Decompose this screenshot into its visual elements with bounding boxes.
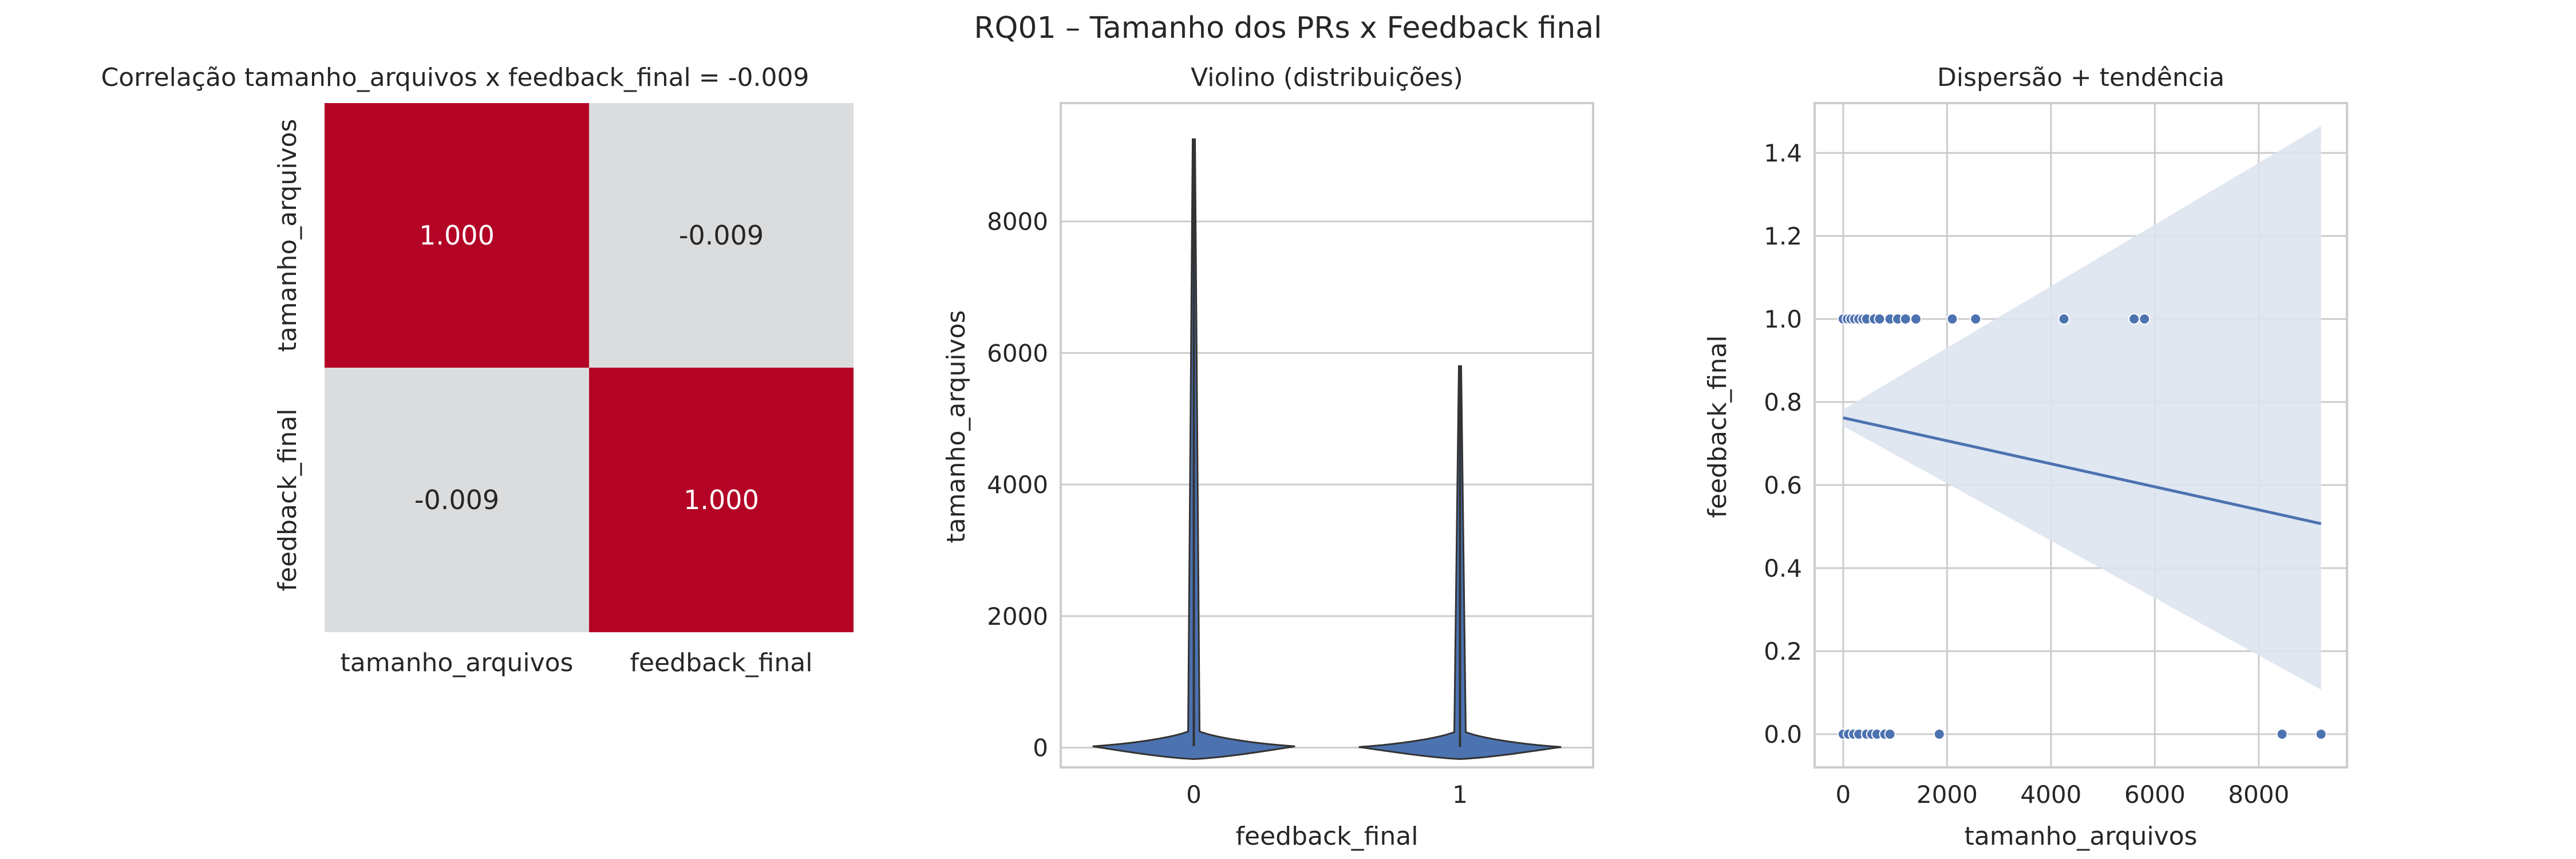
scatter-point	[2058, 313, 2070, 325]
violin-panel: Violino (distribuições) feedback_final t…	[942, 63, 1594, 851]
scatter-point	[1899, 313, 1911, 325]
scatter-xtick-label: 8000	[2228, 781, 2289, 809]
heatmap-cell	[589, 368, 854, 632]
scatter-point	[1874, 313, 1886, 325]
heatmap-col-label: tamanho_arquivos	[341, 648, 574, 677]
violin-ytick-label: 2000	[987, 602, 1048, 631]
violin-ylabel: tamanho_arquivos	[942, 310, 971, 543]
scatter-xtick-label: 6000	[2124, 781, 2186, 809]
heatmap-cell-label: 1.000	[419, 220, 495, 251]
scatter-panel: Dispersão + tendência tamanho_arquivos f…	[1703, 63, 2348, 851]
scatter-ytick-label: 1.0	[1764, 305, 1802, 333]
heatmap-cell-label: 1.000	[683, 484, 759, 515]
scatter-xtick-label: 4000	[2020, 781, 2081, 809]
scatter-point	[1884, 728, 1896, 740]
heatmap-cell-label: -0.009	[679, 220, 764, 251]
violin-xtick-label: 1	[1452, 781, 1468, 809]
heatmap-cell-label: -0.009	[414, 484, 499, 515]
figure-title: RQ01 – Tamanho dos PRs x Feedback final	[974, 11, 1602, 45]
scatter-title: Dispersão + tendência	[1937, 63, 2225, 92]
heatmap-row-label: tamanho_arquivos	[273, 119, 302, 352]
scatter-ytick-label: 0.0	[1764, 720, 1802, 748]
scatter-ytick-label: 1.4	[1764, 139, 1802, 167]
heatmap-col-label: feedback_final	[630, 648, 813, 677]
scatter-xlabel: tamanho_arquivos	[1965, 822, 2198, 851]
scatter-ci-band	[1843, 125, 2321, 690]
scatter-point	[1910, 313, 1922, 325]
violin-ytick-label: 8000	[987, 208, 1048, 236]
scatter-frame	[1814, 102, 2348, 769]
violin-ytick-label: 6000	[987, 339, 1048, 367]
scatter-ytick-label: 0.4	[1764, 554, 1802, 582]
scatter-point	[2139, 313, 2151, 325]
scatter-ytick-label: 1.2	[1764, 222, 1802, 250]
scatter-xtick-label: 0	[1836, 781, 1851, 809]
heatmap-panel: Correlação tamanho_arquivos x feedback_f…	[101, 63, 854, 677]
scatter-ytick-label: 0.2	[1764, 637, 1802, 665]
violin-xlabel: feedback_final	[1236, 822, 1419, 851]
scatter-point	[1970, 313, 1982, 325]
scatter-ylabel: feedback_final	[1703, 336, 1732, 518]
scatter-xtick-label: 2000	[1917, 781, 1978, 809]
scatter-ytick-label: 0.8	[1764, 388, 1802, 416]
scatter-point	[1946, 313, 1958, 325]
heatmap-cell	[325, 368, 589, 632]
scatter-point	[1933, 728, 1945, 740]
violin-frame	[1060, 102, 1594, 769]
heatmap-cell	[589, 103, 854, 368]
heatmap-title: Correlação tamanho_arquivos x feedback_f…	[101, 63, 809, 92]
scatter-ytick-label: 0.6	[1764, 471, 1802, 499]
scatter-trend-line	[1843, 416, 2322, 525]
heatmap-row-label: feedback_final	[273, 409, 302, 592]
heatmap-cell	[325, 103, 589, 368]
violin-ytick-label: 0	[1033, 734, 1048, 762]
violin-xtick-label: 0	[1186, 781, 1202, 809]
violin-title: Violino (distribuições)	[1191, 63, 1463, 92]
scatter-point	[2315, 728, 2327, 740]
scatter-point	[2276, 728, 2288, 740]
scatter-point	[2128, 313, 2140, 325]
violin-ytick-label: 4000	[987, 471, 1048, 499]
